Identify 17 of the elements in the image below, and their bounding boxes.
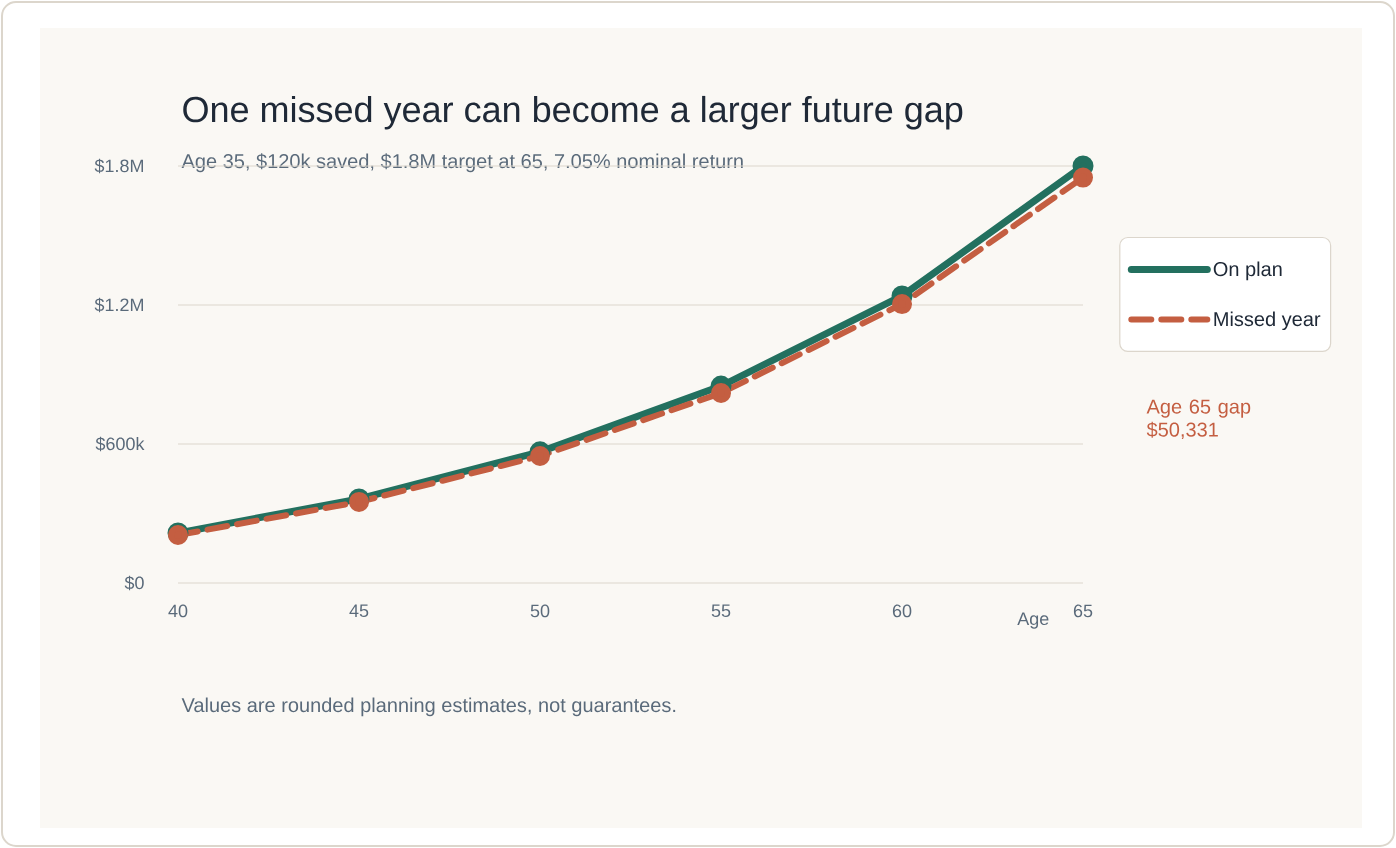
x-tick-label: 45 (349, 604, 369, 618)
legend-label: Missed year (1214, 311, 1321, 331)
y-tick-label: $600k (95, 436, 145, 452)
x-tick-label: 60 (892, 604, 912, 618)
x-tick-label: 55 (711, 604, 731, 618)
legend-label: On plan (1213, 261, 1282, 281)
y-tick-label: $0 (124, 575, 144, 591)
text: Values are rounded planning estimates, not guarantees. (181, 697, 676, 717)
x-axis-title: Age (1017, 612, 1049, 629)
x-tick-label: 40 (168, 604, 188, 618)
chart-subtitle: Age 35, $120k saved, $1.8M target at 65, 7.05% nominal return (181, 153, 743, 173)
y-tick-label: $1.8M (94, 158, 143, 174)
chart-title: One missed year can become a larger future gap (183, 95, 963, 130)
x-tick-label: 65 (1073, 604, 1093, 618)
text: Age 65 gap $50,331 (1146, 399, 1251, 440)
y-tick-label: $1.2M (94, 297, 143, 313)
x-tick-label: 50 (530, 604, 550, 618)
